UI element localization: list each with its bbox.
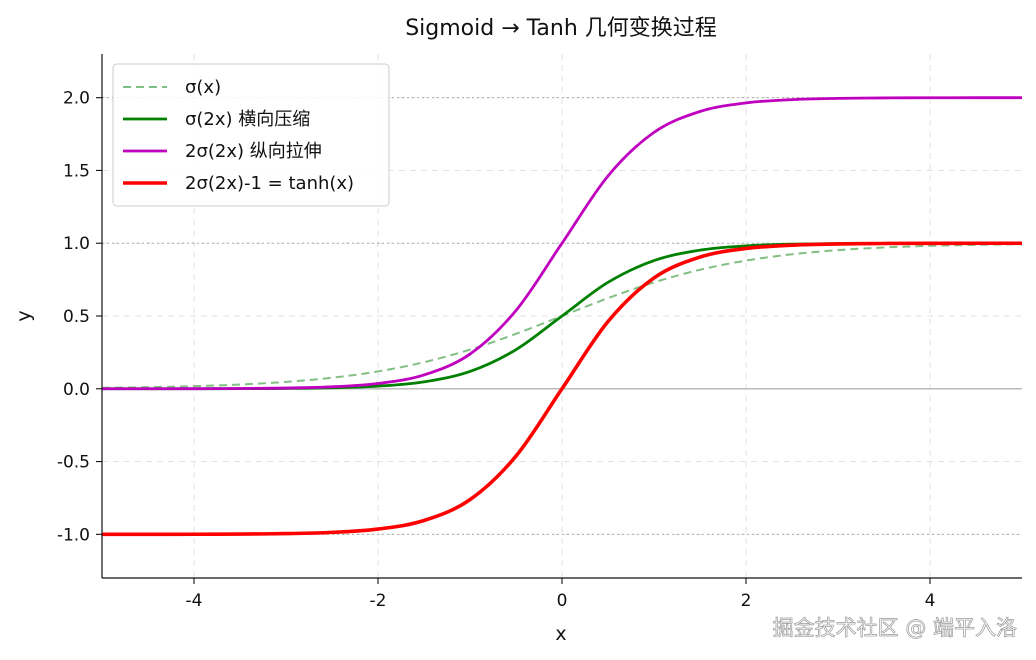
- legend-label-3: 2σ(2x) 纵向拉伸: [185, 141, 322, 162]
- legend-label-1: σ(x): [185, 77, 221, 98]
- axis-ticks: -4 -2 0 2 4 -1.0 -0.5 0.0 0.5 1.0 1.5 2.0: [57, 89, 936, 611]
- y-tick-label: 0.5: [63, 307, 90, 327]
- y-tick-label: 1.5: [63, 161, 90, 181]
- series-lines: [101, 96, 1023, 537]
- y-tick-label: -1.0: [57, 525, 90, 545]
- y-axis-label: y: [13, 310, 35, 321]
- y-tick-label: 0.0: [63, 380, 90, 400]
- x-tick-label: 4: [925, 591, 936, 611]
- legend: σ(x) σ(2x) 横向压缩 2σ(2x) 纵向拉伸 2σ(2x)-1 = tanh…: [112, 63, 390, 207]
- y-tick-label: 1.0: [63, 234, 90, 254]
- x-tick-label: -4: [186, 591, 203, 611]
- series-line-4: [101, 241, 1023, 537]
- x-tick-label: 2: [741, 591, 752, 611]
- legend-label-4: 2σ(2x)-1 = tanh(x): [185, 173, 354, 194]
- y-tick-label: 2.0: [63, 89, 90, 109]
- x-axis-label: x: [555, 623, 566, 645]
- legend-label-2: σ(2x) 横向压缩: [185, 109, 310, 130]
- watermark-text: 掘金技术社区 @ 端平入洛: [773, 616, 1017, 640]
- legend-items: σ(x) σ(2x) 横向压缩 2σ(2x) 纵向拉伸 2σ(2x)-1 = tanh…: [123, 77, 354, 194]
- x-tick-label: 0: [557, 591, 568, 611]
- series-line-3: [101, 96, 1023, 391]
- chart-title: Sigmoid → Tanh 几何变换过程: [405, 16, 717, 41]
- x-tick-label: -2: [370, 591, 387, 611]
- legend-box: [112, 63, 390, 207]
- y-tick-label: -0.5: [57, 453, 90, 473]
